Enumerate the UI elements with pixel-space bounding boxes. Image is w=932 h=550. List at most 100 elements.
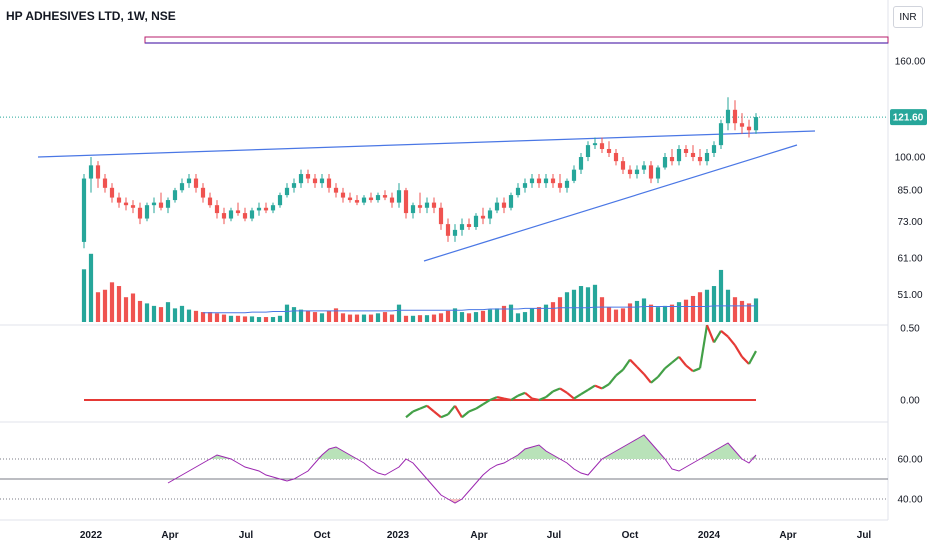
volume-bar: [564, 292, 570, 322]
volume-bar: [732, 297, 738, 322]
volume-bar: [270, 317, 276, 322]
osc-segment: [566, 391, 575, 400]
candle-body: [340, 192, 346, 198]
candle-body: [165, 200, 171, 208]
candle-body: [207, 197, 213, 206]
volume-bar: [515, 313, 521, 322]
candle-body: [102, 178, 108, 188]
volume-bar: [214, 313, 220, 322]
volume-bar: [543, 304, 549, 322]
channel-box: [144, 36, 889, 44]
candle-body: [536, 178, 542, 184]
volume-bar: [368, 314, 374, 322]
x-tick-label: Jul: [857, 530, 872, 541]
candle-body: [312, 178, 318, 184]
candle-body: [130, 205, 136, 208]
osc-segment: [748, 350, 757, 365]
rsi-overbought-fill: [532, 445, 539, 459]
volume-bar: [95, 292, 101, 322]
volume-bar: [354, 314, 360, 322]
candle-body: [389, 197, 395, 203]
candle-body: [522, 183, 528, 188]
osc-segment: [559, 387, 568, 394]
volume-bar: [466, 313, 472, 322]
y-tick-label: 85.00: [897, 186, 922, 197]
candle-body: [354, 200, 360, 203]
rsi-overbought-fill: [546, 451, 553, 459]
candle-body: [291, 183, 297, 188]
candle-body: [158, 202, 164, 208]
volume-bar: [221, 314, 227, 322]
volume-bar: [557, 297, 563, 322]
candle-body: [235, 210, 241, 214]
candle-body: [298, 174, 304, 184]
osc-segment: [489, 396, 498, 402]
rsi-overbought-fill: [651, 443, 658, 459]
volume-bar: [403, 315, 409, 322]
y-tick-label: 100.00: [895, 153, 926, 164]
time-axis[interactable]: 2022 Apr Jul Oct 2023 Apr Jul Oct 2024 Apr Jul: [80, 530, 872, 541]
candle-body: [501, 202, 507, 208]
volume-bar: [179, 305, 185, 322]
osc-segment: [698, 324, 709, 369]
candle-body: [249, 210, 255, 219]
volume-bar: [396, 304, 402, 322]
candle-body: [116, 197, 122, 203]
volume-bar: [487, 309, 493, 322]
volume-bar: [305, 310, 311, 322]
volume-bar: [256, 317, 262, 322]
currency-button[interactable]: INR: [893, 6, 923, 28]
rsi-overbought-fill: [539, 445, 546, 459]
candle-body: [172, 190, 178, 201]
volume-bar: [81, 269, 87, 322]
osc-segment: [517, 391, 526, 397]
oscillator-panel: [84, 324, 757, 419]
volume-bar: [571, 289, 577, 322]
candle-body: [95, 165, 101, 179]
osc-segment: [510, 394, 519, 401]
candle-body: [375, 195, 381, 201]
volume-bar: [746, 303, 752, 322]
osc-segment: [482, 399, 491, 406]
candle-body: [438, 207, 444, 225]
rsi-overbought-fill: [329, 447, 336, 459]
chart-overlays: [0, 36, 889, 262]
volume-bars: [81, 253, 759, 322]
last-price-label: 121.60: [893, 113, 924, 124]
candle-body: [452, 229, 458, 236]
candle-body: [151, 202, 157, 206]
candle-body: [368, 197, 374, 201]
candle-body: [193, 178, 199, 188]
candle-body: [753, 117, 759, 131]
volume-bar: [284, 304, 290, 322]
osc-segment: [440, 413, 449, 419]
candle-body: [585, 145, 591, 158]
candle-body: [480, 215, 486, 219]
osc-segment: [580, 388, 589, 396]
candle-body: [613, 152, 619, 162]
price-axis[interactable]: 160.00 121.60 100.00 85.00 73.00 61.00 51.00 0.…: [890, 57, 927, 506]
osc-segment: [475, 403, 484, 410]
volume-bar: [718, 269, 724, 322]
candle-body: [690, 152, 696, 158]
volume-bar: [116, 286, 122, 322]
candle-body: [718, 123, 724, 146]
volume-bar: [424, 315, 430, 322]
osc-segment: [405, 410, 414, 419]
rsi-overbought-fill: [322, 449, 329, 459]
y-tick-label: 0.50: [900, 324, 920, 335]
osc-segment: [734, 344, 743, 358]
osc-segment: [741, 356, 750, 365]
candle-body: [669, 157, 675, 162]
osc-segment: [531, 397, 540, 402]
volume-bar: [662, 305, 668, 322]
candle-body: [704, 152, 710, 162]
candle-body: [431, 202, 437, 208]
rsi-overbought-fill: [630, 439, 637, 459]
candle-body: [186, 178, 192, 184]
y-tick-label: 61.00: [897, 254, 922, 265]
candle-body: [662, 157, 668, 168]
candle-body: [571, 169, 577, 181]
volume-bar: [711, 286, 717, 322]
